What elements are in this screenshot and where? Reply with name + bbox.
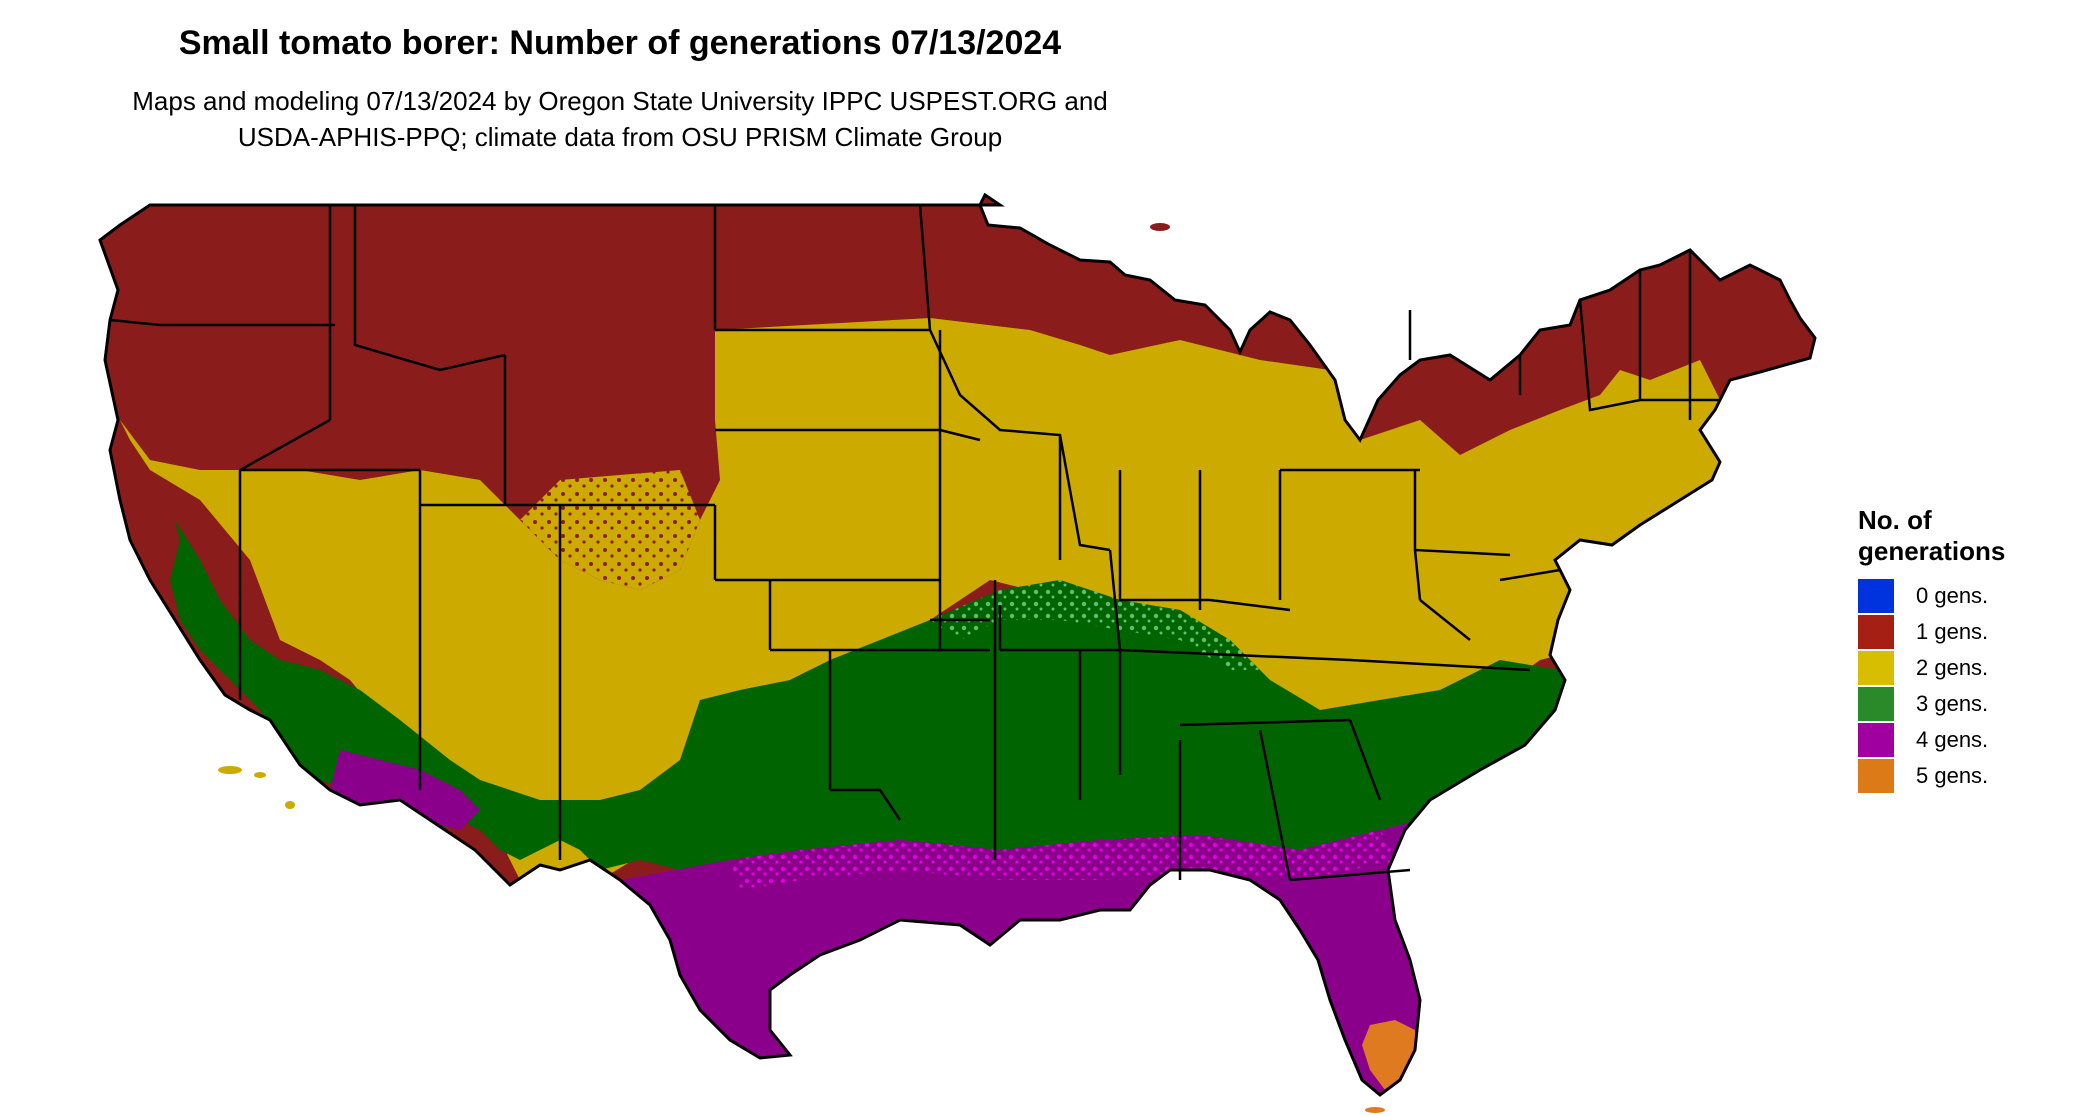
- legend-item-0-gens: 0 gens.: [1858, 579, 2058, 613]
- state-borders: [109, 204, 1720, 882]
- zone-3-transition-band: [930, 580, 1260, 670]
- legend-title-line-2: generations: [1858, 536, 2006, 566]
- zone-4-bright-band: [730, 830, 1400, 890]
- legend-title: No. of generations: [1858, 505, 2058, 567]
- legend-item-2-gens: 2 gens.: [1858, 651, 2058, 685]
- legend-item-3-gens: 3 gens.: [1858, 687, 2058, 721]
- legend-swatch: [1858, 579, 1894, 613]
- map-title: Small tomato borer: Number of generation…: [178, 24, 1062, 62]
- map-subtitle-line-2: USDA-APHIS-PPQ; climate data from OSU PR…: [237, 122, 1003, 152]
- legend-label: 5 gens.: [1916, 763, 1989, 788]
- legend-swatch: [1858, 651, 1894, 685]
- generation-zones: [100, 195, 1815, 1095]
- legend-swatch: [1858, 615, 1894, 649]
- legend: No. of generations 0 gens. 1 gens. 2 gen…: [1858, 505, 2058, 793]
- legend-label: 2 gens.: [1916, 655, 1989, 680]
- zone-4-generations: [330, 750, 1420, 1095]
- channel-islands: [218, 223, 1385, 1113]
- legend-label: 4 gens.: [1916, 727, 1989, 752]
- legend-label: 3 gens.: [1916, 691, 1989, 716]
- legend-swatch: [1858, 687, 1894, 721]
- zone-3-generations: [170, 520, 1570, 900]
- zone-2-mixed-area: [520, 470, 700, 590]
- legend-item-4-gens: 4 gens.: [1858, 723, 2058, 757]
- legend-title-line-1: No. of: [1858, 505, 1932, 535]
- legend-item-5-gens: 5 gens.: [1858, 759, 2058, 793]
- legend-swatch: [1858, 723, 1894, 757]
- map-subtitle-line-1: Maps and modeling 07/13/2024 by Oregon S…: [132, 86, 1108, 116]
- legend-label: 0 gens.: [1916, 583, 1989, 608]
- legend-item-1-gens: 1 gens.: [1858, 615, 2058, 649]
- legend-swatch: [1858, 759, 1894, 793]
- legend-label: 1 gens.: [1916, 619, 1989, 644]
